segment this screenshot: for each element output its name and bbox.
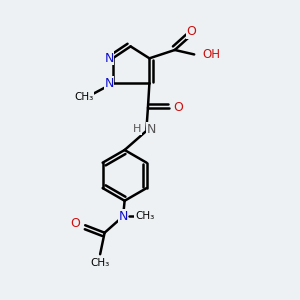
Text: N: N: [104, 52, 114, 65]
Text: O: O: [70, 217, 80, 230]
Text: CH₃: CH₃: [75, 92, 94, 102]
Text: N: N: [104, 77, 114, 90]
Text: CH₃: CH₃: [135, 211, 154, 221]
Text: OH: OH: [202, 48, 220, 61]
Text: O: O: [173, 101, 183, 114]
Text: N: N: [147, 123, 157, 136]
Text: H: H: [133, 124, 141, 134]
Text: O: O: [186, 25, 196, 38]
Text: N: N: [118, 210, 128, 223]
Text: CH₃: CH₃: [91, 258, 110, 268]
